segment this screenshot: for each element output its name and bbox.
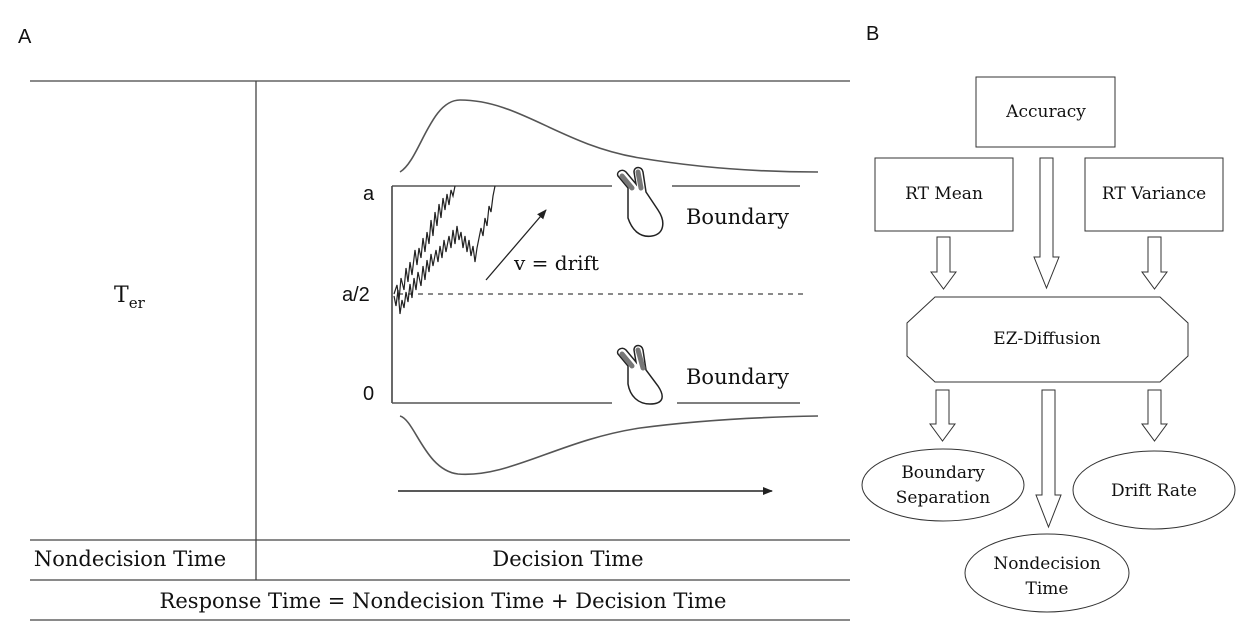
ez-diffusion-label: EZ-Diffusion — [993, 329, 1100, 349]
rt-mean-box — [874, 157, 1014, 232]
rt-variance-box — [1084, 157, 1224, 232]
ez-diffusion-node — [906, 296, 1189, 383]
ter-label: Ter — [114, 283, 146, 312]
panel-a-label: A — [18, 26, 32, 48]
diffusion-path-1 — [393, 185, 456, 301]
rt-variance-arrow — [1141, 236, 1168, 290]
rt-variance-label: RT Variance — [1102, 184, 1206, 204]
rt-mean-label: RT Mean — [905, 184, 983, 204]
drift-rate-arrow — [1141, 389, 1168, 442]
upper-boundary-label: Boundary — [686, 205, 789, 229]
hand-pointing-icon-upper — [616, 166, 664, 238]
nondecision-time-arrow — [1035, 389, 1062, 529]
boundary-separation-line1: Boundary — [901, 463, 985, 483]
accuracy-box — [975, 76, 1116, 148]
response-time-equation: Response Time = Nondecision Time + Decis… — [160, 589, 727, 613]
nondecision-time-node — [964, 533, 1130, 613]
drift-arrow — [485, 209, 547, 281]
panel-b-label: B — [866, 23, 879, 45]
drift-label: v = drift — [513, 251, 599, 275]
hand-pointing-icon-lower — [616, 344, 663, 405]
upper-rt-distribution — [399, 99, 819, 173]
nondecision-time-header: Nondecision Time — [34, 547, 226, 571]
boundary-separation-node — [861, 448, 1025, 522]
accuracy-label: Accuracy — [1005, 102, 1086, 122]
y-label-zero: 0 — [363, 383, 374, 405]
boundary-separation-line2: Separation — [896, 488, 990, 508]
drift-rate-node — [1072, 450, 1236, 530]
accuracy-arrow — [1033, 157, 1060, 290]
diffusion-path-2 — [393, 185, 496, 315]
decision-time-header: Decision Time — [492, 547, 643, 571]
boundary-separation-arrow — [929, 389, 956, 442]
drift-rate-label: Drift Rate — [1111, 481, 1197, 501]
rt-mean-arrow — [930, 236, 957, 290]
y-label-a-half: a/2 — [342, 284, 370, 306]
lower-boundary-label: Boundary — [686, 365, 789, 389]
nondecision-time-line1: Nondecision — [993, 554, 1100, 574]
nondecision-time-line2: Time — [1026, 579, 1069, 599]
y-label-a: a — [363, 183, 375, 205]
lower-rt-distribution — [399, 415, 819, 476]
